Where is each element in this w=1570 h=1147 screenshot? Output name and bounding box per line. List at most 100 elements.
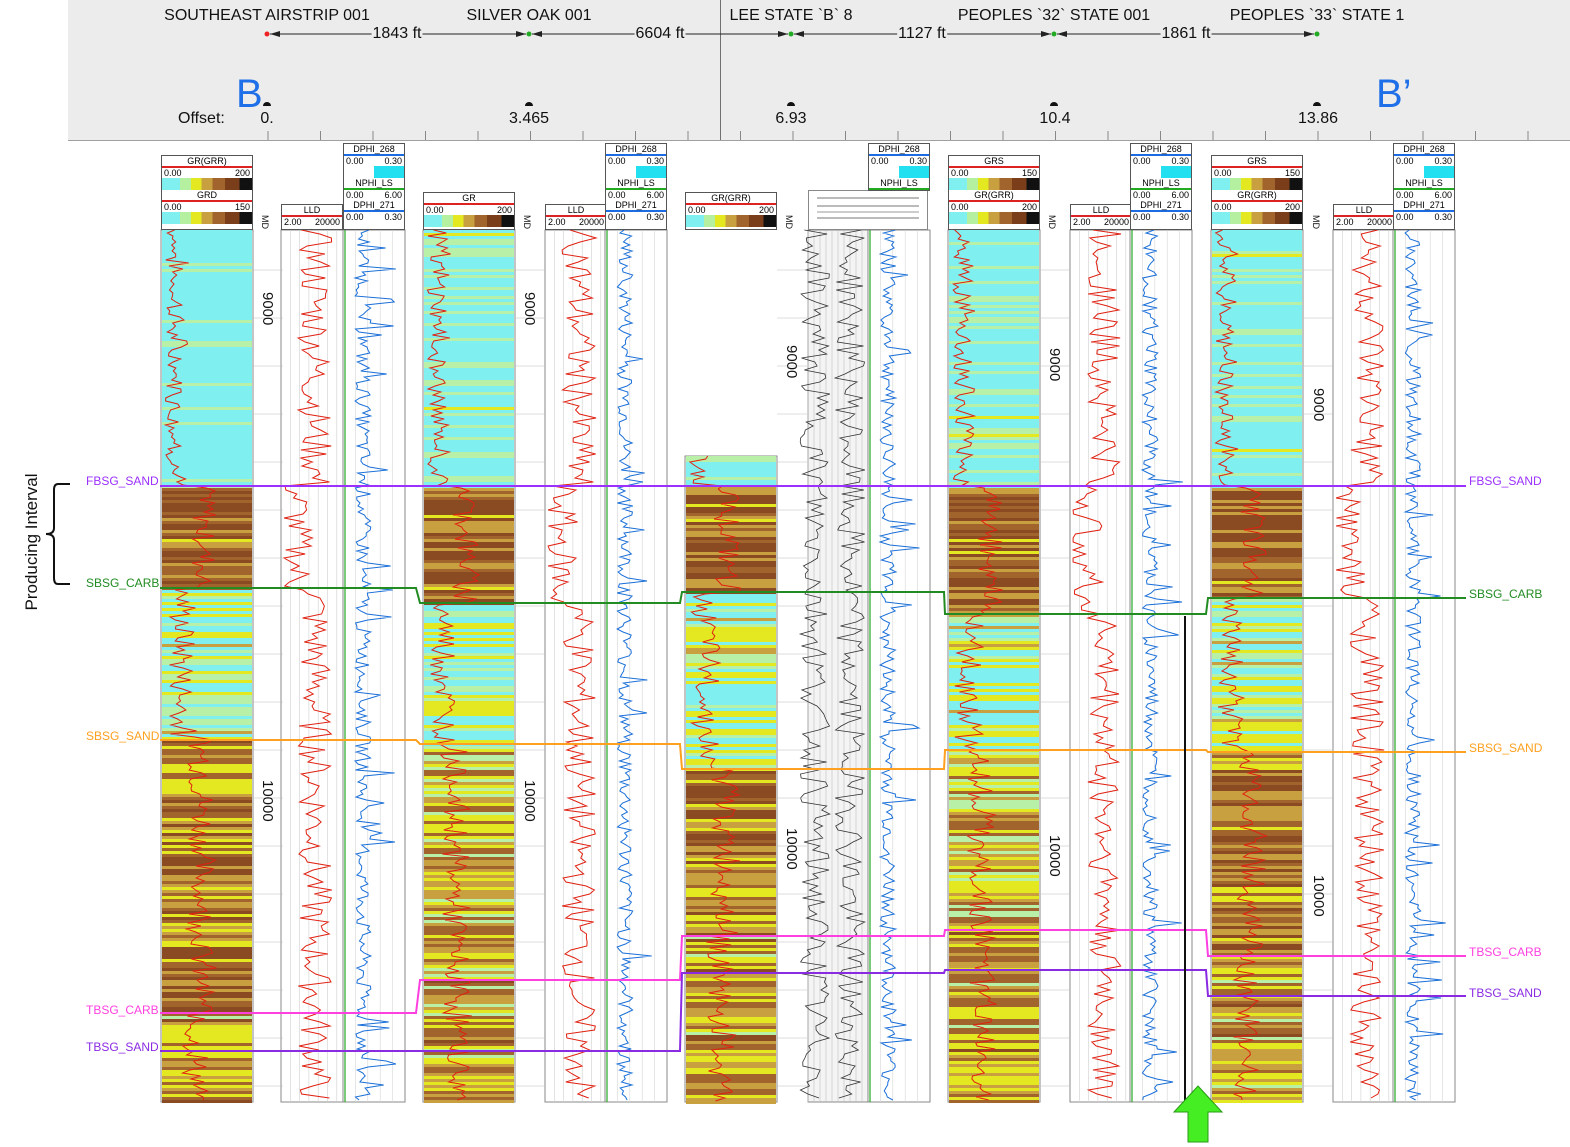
lithology-band [686, 957, 776, 960]
lithology-band [1212, 584, 1302, 587]
lithology-band [424, 1040, 514, 1043]
lithology-band [424, 377, 514, 380]
lithology-band [686, 819, 776, 822]
lithology-band [162, 377, 252, 380]
lithology-band [424, 434, 514, 437]
lithology-band [1212, 758, 1302, 761]
lithology-band [1212, 1043, 1302, 1046]
lithology-band [949, 1076, 1039, 1079]
lithology-band [424, 827, 514, 830]
lithology-band [424, 440, 514, 443]
lithology-band [949, 746, 1039, 749]
lithology-band [686, 513, 776, 516]
lithology-band [1212, 872, 1302, 875]
lithology-band [1212, 269, 1302, 272]
lithology-band [162, 1034, 252, 1037]
lithology-band [424, 947, 514, 950]
lithology-band [1212, 791, 1302, 794]
lithology-band [686, 489, 776, 492]
lithology-band [1212, 698, 1302, 701]
lithology-band [162, 482, 252, 485]
lithology-band [686, 1038, 776, 1041]
lithology-band [686, 516, 776, 519]
lithology-band [949, 1016, 1039, 1019]
gamma-ray-curve-w4 [951, 229, 1003, 1101]
lithology-band [162, 566, 252, 569]
lithology-band [949, 332, 1039, 335]
lithology-band [162, 311, 252, 314]
lithology-band [424, 371, 514, 374]
lithology-band [949, 440, 1039, 443]
lithology-band [1212, 845, 1302, 848]
lithology-band [162, 470, 252, 473]
lithology-band [424, 596, 514, 599]
lithology-band [949, 374, 1039, 377]
lithology-band [162, 911, 252, 914]
lithology-band [1212, 1013, 1302, 1016]
lithology-band [949, 821, 1039, 824]
lithology-band [424, 248, 514, 251]
lithology-band [1212, 701, 1302, 704]
lithology-band [1212, 377, 1302, 380]
lithology-band [1212, 380, 1302, 383]
lithology-band [424, 797, 514, 800]
lithology-band [1212, 1046, 1302, 1049]
lithology-band [949, 941, 1039, 944]
lithology-band [1212, 794, 1302, 797]
lithology-band [162, 1082, 252, 1085]
lithology-band [162, 368, 252, 371]
lithology-band [424, 1034, 514, 1037]
lithology-band [1212, 1007, 1302, 1010]
lithology-band [424, 812, 514, 815]
lithology-band [1212, 1097, 1302, 1100]
lithology-band [162, 695, 252, 698]
lithology-band [162, 341, 252, 344]
lithology-band [424, 1028, 514, 1031]
lithology-band [1212, 434, 1302, 437]
lithology-band [1212, 737, 1302, 740]
resistivity-curve-w1 [282, 229, 333, 1099]
lithology-band [1212, 779, 1302, 782]
lithology-band [162, 662, 252, 665]
lithology-band [1212, 404, 1302, 407]
lithology-band [949, 935, 1039, 938]
lithology-band [1212, 458, 1302, 461]
porosity-track-w5 [1392, 229, 1456, 1103]
lithology-band [1212, 374, 1302, 377]
lithology-band [424, 503, 514, 506]
lithology-band [949, 842, 1039, 845]
lithology-band [424, 956, 514, 959]
lithology-band [1212, 875, 1302, 878]
section-end-letter: B’ [1376, 72, 1412, 116]
lithology-band [162, 764, 252, 767]
lithology-band [1212, 521, 1302, 524]
well-symbol-icon [263, 102, 271, 106]
lithology-band [949, 599, 1039, 602]
lithology-band [949, 422, 1039, 425]
lithology-band [1212, 983, 1302, 986]
lithology-band [686, 993, 776, 996]
lithology-band [1212, 743, 1302, 746]
lithology-band [949, 569, 1039, 572]
lithology-band [424, 623, 514, 626]
lithology-band [949, 779, 1039, 782]
lithology-band [949, 467, 1039, 470]
lithology-band [162, 1025, 252, 1028]
lithology-band [162, 248, 252, 251]
lithology-band [424, 992, 514, 995]
lithology-band [162, 401, 252, 404]
lithology-band [1212, 677, 1302, 680]
lithology-band [1212, 398, 1302, 401]
lithology-band [1212, 707, 1302, 710]
lithology-band [424, 995, 514, 998]
lithology-band [424, 476, 514, 479]
lithology-band [686, 774, 776, 777]
lithology-band [949, 419, 1039, 422]
lithology-band [424, 608, 514, 611]
lithology-band [1212, 716, 1302, 719]
lithology-band [1212, 338, 1302, 341]
track-header-w3-gr: GR(GRR) 0.00 200 [685, 192, 777, 230]
lithology-band [162, 632, 252, 635]
lithology-band [949, 764, 1039, 767]
lithology-band [686, 504, 776, 507]
